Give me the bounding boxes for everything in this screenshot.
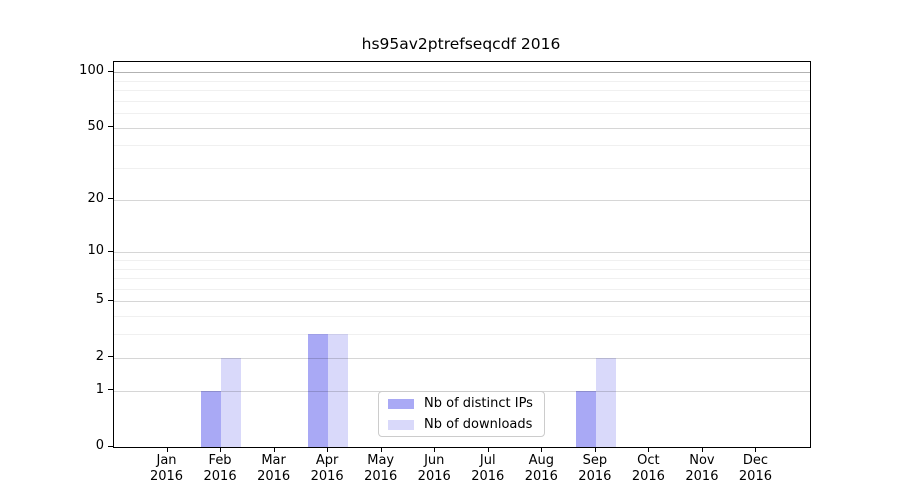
y-tick-label: 2 <box>95 348 104 364</box>
x-tick-label: Apr 2016 <box>310 453 344 484</box>
x-tick-label: Jul 2016 <box>471 453 505 484</box>
x-tick-label: Dec 2016 <box>738 453 772 484</box>
bar-distinct-ips-apr <box>308 334 329 447</box>
bar-downloads-apr <box>328 334 349 447</box>
bars-layer <box>114 62 810 447</box>
y-tick-label: 20 <box>87 190 104 206</box>
x-tick-label: Jan 2016 <box>149 453 184 484</box>
legend-swatch-distinct-ips <box>388 398 414 409</box>
x-tick-label: Jun 2016 <box>417 453 451 484</box>
x-tick-label: Oct 2016 <box>631 453 665 484</box>
x-tick-label: Mar 2016 <box>257 453 291 484</box>
chart-title: hs95av2ptrefseqcdf 2016 <box>361 35 561 53</box>
legend-label-distinct-ips: Nb of distinct IPs <box>424 395 533 411</box>
bar-distinct-ips-feb <box>201 390 222 447</box>
x-tick-label: Aug 2016 <box>524 453 558 484</box>
y-tick-label: 1 <box>95 381 104 397</box>
x-tick-label: Sep 2016 <box>578 453 612 484</box>
plot-area: Nb of distinct IPs Nb of downloads <box>113 61 811 448</box>
bar-downloads-sep <box>595 357 616 447</box>
y-tick-label: 5 <box>95 292 104 308</box>
legend-item-distinct-ips: Nb of distinct IPs <box>388 395 544 413</box>
bar-downloads-feb <box>221 357 242 447</box>
y-tick-label: 0 <box>95 438 104 453</box>
legend: Nb of distinct IPs Nb of downloads <box>378 391 545 437</box>
x-tick-label: Feb 2016 <box>203 453 237 484</box>
x-tick-label: Nov 2016 <box>685 453 719 484</box>
legend-swatch-downloads <box>388 419 414 430</box>
y-tick-label: 10 <box>87 243 104 259</box>
y-tick-label: 50 <box>87 118 104 134</box>
legend-item-downloads: Nb of downloads <box>388 416 544 434</box>
y-tick-label: 100 <box>79 63 104 79</box>
x-tick-label: May 2016 <box>364 453 398 484</box>
bar-distinct-ips-sep <box>575 390 596 447</box>
legend-label-downloads: Nb of downloads <box>424 416 533 432</box>
